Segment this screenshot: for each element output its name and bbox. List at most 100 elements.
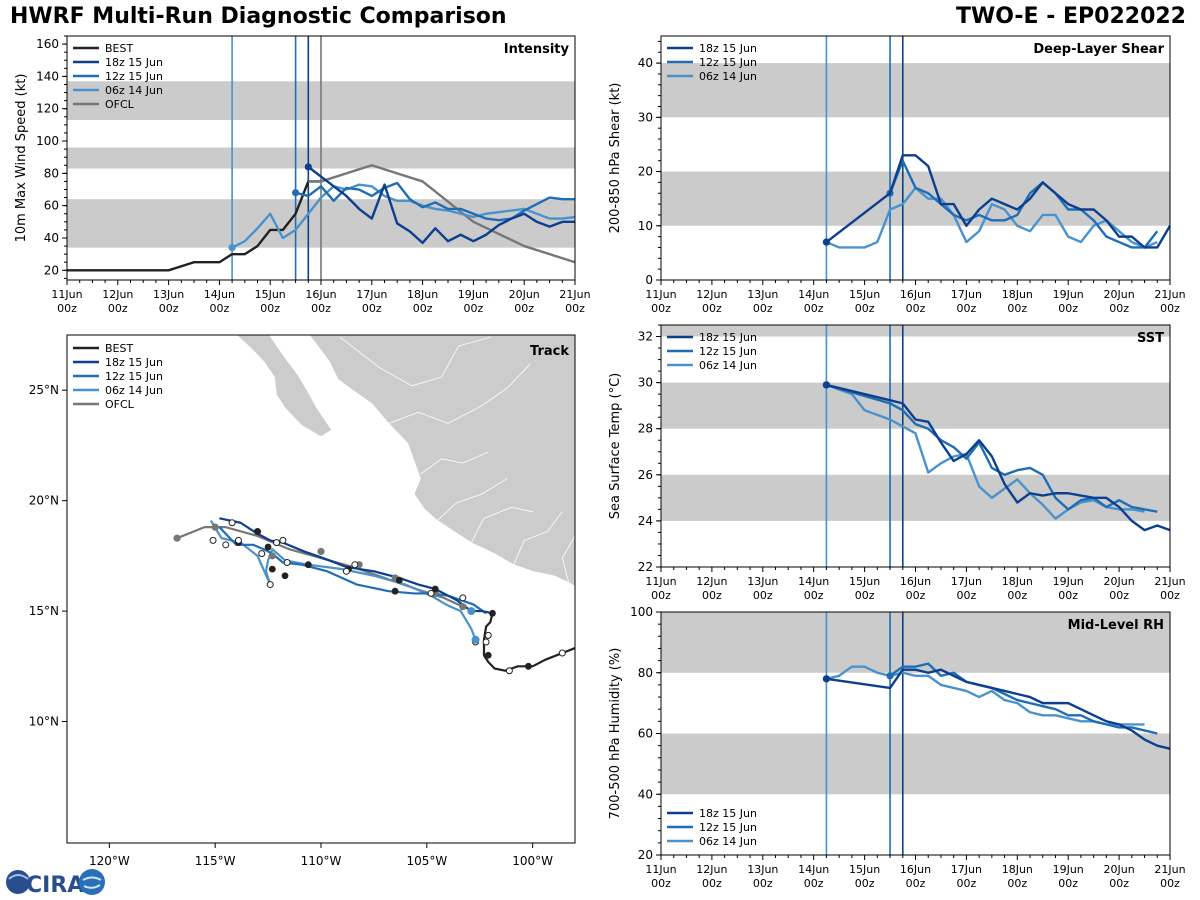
rh-xtick-hour-5: 00z: [906, 877, 926, 890]
track-best-point-open: [482, 638, 490, 646]
intensity-xtick-date-9: 20Jun: [509, 288, 540, 301]
rh-xtick-date-6: 17Jun: [951, 863, 982, 876]
track-fix-point-open: [351, 561, 359, 569]
intensity-init-point-12z-15-jun: [292, 189, 300, 197]
shear-xtick-date-9: 20Jun: [1104, 288, 1135, 301]
sst-xtick-date-4: 15Jun: [849, 575, 880, 588]
shear-legend-label-12z-15-jun: 12z 15 Jun: [699, 56, 757, 69]
intensity-init-point-06z-14-jun: [228, 244, 236, 252]
track-best-point-open: [484, 631, 492, 639]
intensity-ytick-label-20: 20: [44, 263, 59, 277]
sst-xtick-date-10: 21Jun: [1154, 575, 1185, 588]
shear-xtick-hour-3: 00z: [804, 302, 824, 315]
rh-legend-label-06z-14-jun: 06z 14 Jun: [699, 835, 757, 848]
sst-series-18z-15-jun: [826, 383, 1170, 532]
rh-panel: 2040608010011Jun00z12Jun00z13Jun00z14Jun…: [608, 605, 1186, 890]
rh-legend-label-12z-15-jun: 12z 15 Jun: [699, 821, 757, 834]
track-ytick-label-1: 15°N: [29, 604, 59, 618]
track-legend-label-best: BEST: [105, 342, 133, 355]
track-fix-point-open: [234, 536, 242, 544]
intensity-xtick-date-7: 18Jun: [407, 288, 438, 301]
rh-xtick-date-10: 21Jun: [1154, 863, 1185, 876]
shear-ytick-label-10: 10: [638, 219, 653, 233]
intensity-xtick-hour-7: 00z: [413, 302, 433, 315]
track-state-border-6: [561, 535, 575, 583]
sst-xtick-hour-3: 00z: [804, 589, 824, 602]
rh-plot-area: [661, 612, 1170, 855]
track-ofcl-point: [459, 603, 467, 611]
track-xtick-label-1: 115°W: [195, 854, 236, 868]
intensity-xtick-date-4: 15Jun: [255, 288, 286, 301]
shear-xtick-date-2: 13Jun: [747, 288, 778, 301]
rh-xtick-hour-3: 00z: [804, 877, 824, 890]
track-best-point-filled: [525, 662, 532, 670]
intensity-ylabel: 10m Max Wind Speed (kt): [14, 74, 29, 243]
sst-xtick-hour-0: 00z: [651, 589, 671, 602]
shear-band-1: [661, 63, 1170, 118]
intensity-xtick-date-3: 14Jun: [204, 288, 235, 301]
cira-logo-text: CIRA: [26, 873, 84, 898]
cira-logo-swirl-icon: [8, 874, 29, 880]
sst-xtick-date-2: 13Jun: [747, 575, 778, 588]
rh-xtick-date-1: 12Jun: [696, 863, 727, 876]
sst-ytick-label-30: 30: [638, 376, 653, 390]
track-best-point-filled: [484, 651, 492, 659]
shear-xtick-date-1: 12Jun: [696, 288, 727, 301]
intensity-xtick-hour-5: 00z: [311, 302, 331, 315]
rh-xtick-date-0: 11Jun: [645, 863, 676, 876]
intensity-xtick-date-0: 11Jun: [51, 288, 82, 301]
track-legend-label-12z-15-jun: 12z 15 Jun: [105, 370, 163, 383]
intensity-series-06z-14-jun: [231, 183, 575, 249]
shear-xtick-date-6: 17Jun: [951, 288, 982, 301]
sst-xtick-hour-9: 00z: [1109, 589, 1129, 602]
rh-xtick-date-4: 15Jun: [849, 863, 880, 876]
sst-xtick-date-7: 18Jun: [1002, 575, 1033, 588]
rh-band-1: [661, 612, 1170, 673]
sst-band-1: [661, 382, 1170, 429]
shear-init-point-18z-15-jun: [822, 238, 831, 246]
track-fix-point-filled: [281, 572, 289, 580]
track-legend-label-18z-15-jun: 18z 15 Jun: [105, 356, 163, 369]
track-ofcl-point: [211, 523, 219, 531]
shear-xtick-hour-4: 00z: [855, 302, 875, 315]
sst-plot-area: [661, 325, 1170, 567]
intensity-xtick-date-10: 21Jun: [559, 288, 590, 301]
shear-xtick-date-10: 21Jun: [1154, 288, 1185, 301]
track-fix-point-open: [258, 550, 266, 558]
shear-xtick-date-4: 15Jun: [849, 288, 880, 301]
intensity-xtick-date-5: 16Jun: [305, 288, 336, 301]
intensity-series-best: [67, 180, 321, 272]
figure-title: HWRF Multi-Run Diagnostic Comparison: [10, 4, 507, 29]
shear-xtick-date-7: 18Jun: [1002, 288, 1033, 301]
intensity-ytick-label-40: 40: [44, 231, 59, 245]
track-best-point-filled: [489, 609, 496, 617]
track-ofcl-point: [173, 534, 181, 542]
intensity-init-point-18z-15-jun: [304, 163, 312, 171]
shear-xtick-hour-0: 00z: [651, 302, 671, 315]
intensity-xtick-date-2: 13Jun: [153, 288, 184, 301]
rh-xtick-hour-9: 00z: [1109, 877, 1129, 890]
sst-xtick-date-1: 12Jun: [696, 575, 727, 588]
shear-title: Deep-Layer Shear: [1033, 42, 1164, 57]
track-fix-point-open: [228, 519, 236, 527]
cira-logo: CIRA: [6, 869, 105, 898]
track-xtick-label-4: 100°W: [512, 854, 553, 868]
intensity-ytick-label-160: 160: [36, 37, 59, 51]
track-init-point: [471, 635, 480, 644]
rh-legend-label-18z-15-jun: 18z 15 Jun: [699, 807, 757, 820]
shear-xtick-hour-9: 00z: [1109, 302, 1129, 315]
track-xtick-label-2: 110°W: [301, 854, 342, 868]
track-legend-label-06z-14-jun: 06z 14 Jun: [105, 384, 163, 397]
rh-xtick-hour-2: 00z: [753, 877, 773, 890]
rh-ytick-label-20: 20: [638, 848, 653, 862]
sst-series-12z-15-jun: [826, 383, 1158, 513]
track-ofcl-point: [268, 552, 276, 560]
track-state-border-4: [470, 506, 533, 543]
rh-band-0: [661, 733, 1170, 795]
track-xtick-label-3: 105°W: [406, 854, 447, 868]
sst-xtick-hour-8: 00z: [1058, 589, 1078, 602]
intensity-xtick-hour-3: 00z: [210, 302, 230, 315]
rh-xtick-hour-0: 00z: [651, 877, 671, 890]
intensity-xtick-hour-0: 00z: [57, 302, 77, 315]
